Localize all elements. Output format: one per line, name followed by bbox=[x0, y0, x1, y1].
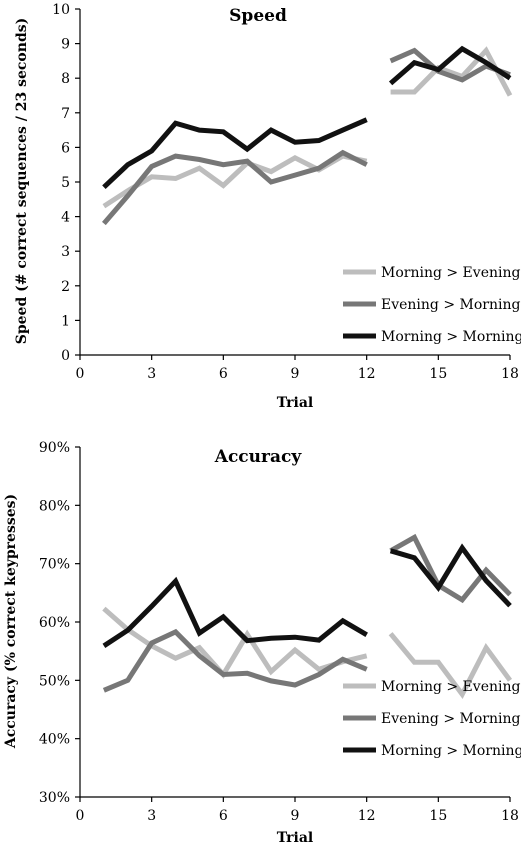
x-tick-label: 6 bbox=[219, 366, 228, 382]
x-tick-label: 0 bbox=[76, 808, 85, 824]
y-tick-label: 1 bbox=[61, 313, 70, 329]
accuracy-chart-title: Accuracy bbox=[214, 447, 303, 467]
legend-label: Morning > Evening bbox=[381, 679, 520, 695]
y-tick-label: 8 bbox=[61, 71, 70, 87]
series-line-3-segment-2 bbox=[388, 45, 512, 86]
series-line-1-segment-1 bbox=[102, 606, 368, 679]
y-tick-label: 9 bbox=[61, 37, 70, 53]
x-tick-label: 9 bbox=[291, 808, 300, 824]
accuracy-ticks: 30% 40% 50% 60% 70% 80% 90% 0 3 6 9 12 15 18 bbox=[39, 440, 519, 824]
y-tick-label: 10 bbox=[52, 2, 70, 18]
y-tick-label: 2 bbox=[61, 279, 70, 295]
series-line-2-segment-2 bbox=[389, 533, 512, 604]
legend-label: Morning > Evening bbox=[381, 265, 520, 281]
y-tick-label: 4 bbox=[61, 210, 70, 226]
series-line-2-segment-1 bbox=[102, 149, 368, 226]
speed-chart: Speed Speed (# correct sequences / 23 se… bbox=[14, 2, 521, 411]
y-tick-label: 0 bbox=[61, 348, 70, 364]
accuracy-y-axis-label: Accuracy (% correct keypresses) bbox=[3, 494, 19, 749]
speed-chart-title: Speed bbox=[229, 6, 287, 26]
x-tick-label: 0 bbox=[76, 366, 85, 382]
y-tick-label: 30% bbox=[39, 790, 70, 806]
legend-label: Morning > Morning bbox=[381, 329, 521, 345]
y-tick-label: 70% bbox=[39, 557, 70, 573]
accuracy-chart: Accuracy Accuracy (% correct keypresses)… bbox=[3, 440, 521, 846]
series-line-3-segment-1 bbox=[102, 576, 368, 648]
y-tick-label: 50% bbox=[39, 673, 70, 689]
series-line-1-segment-2 bbox=[390, 46, 513, 97]
y-tick-label: 80% bbox=[39, 498, 70, 514]
x-tick-label: 15 bbox=[429, 366, 447, 382]
y-tick-label: 3 bbox=[61, 244, 70, 260]
y-tick-label: 60% bbox=[39, 615, 70, 631]
y-tick-label: 90% bbox=[39, 440, 70, 456]
x-tick-label: 18 bbox=[501, 808, 519, 824]
speed-y-axis-label: Speed (# correct sequences / 23 seconds) bbox=[14, 18, 30, 345]
accuracy-series bbox=[102, 533, 513, 700]
x-tick-label: 15 bbox=[429, 808, 447, 824]
series-line-3-segment-2 bbox=[389, 543, 512, 608]
x-tick-label: 6 bbox=[219, 808, 228, 824]
series-line-3-segment-1 bbox=[102, 117, 368, 190]
x-tick-label: 3 bbox=[147, 808, 156, 824]
speed-axes bbox=[79, 9, 510, 356]
speed-legend: Morning > Evening Evening > Morning Mornin… bbox=[343, 265, 521, 345]
y-tick-label: 5 bbox=[61, 175, 70, 191]
accuracy-axes bbox=[79, 447, 510, 798]
legend-label: Morning > Morning bbox=[381, 743, 521, 759]
y-tick-label: 6 bbox=[61, 140, 70, 156]
accuracy-legend: Morning > Evening Evening > Morning Mornin… bbox=[343, 679, 521, 759]
series-line-1-segment-2 bbox=[388, 632, 513, 700]
x-tick-label: 18 bbox=[501, 366, 519, 382]
accuracy-x-axis-label: Trial bbox=[277, 830, 313, 846]
legend-label: Evening > Morning bbox=[381, 297, 520, 313]
series-line-2-segment-1 bbox=[102, 628, 368, 693]
y-tick-label: 40% bbox=[39, 732, 70, 748]
x-tick-label: 9 bbox=[291, 366, 300, 382]
x-tick-label: 3 bbox=[147, 366, 156, 382]
speed-x-axis-label: Trial bbox=[277, 395, 313, 411]
x-tick-label: 12 bbox=[358, 808, 376, 824]
y-tick-label: 7 bbox=[61, 106, 70, 122]
x-tick-label: 12 bbox=[358, 366, 376, 382]
speed-series bbox=[102, 45, 513, 226]
legend-label: Evening > Morning bbox=[381, 711, 520, 727]
